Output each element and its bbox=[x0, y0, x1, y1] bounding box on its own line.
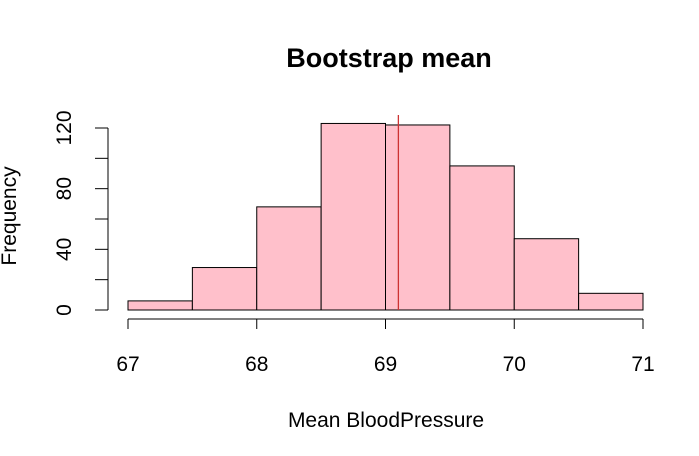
y-tick-label: 0 bbox=[53, 304, 76, 316]
x-tick-label: 70 bbox=[503, 353, 526, 376]
histogram-bar-6 bbox=[449, 165, 515, 311]
bars-group bbox=[127, 122, 644, 311]
x-tick-label: 69 bbox=[374, 353, 397, 376]
histogram-bar-2 bbox=[191, 267, 258, 311]
y-tick-label: 40 bbox=[53, 238, 76, 261]
y-axis: 0 40 80 120 bbox=[53, 110, 109, 316]
x-axis-label: Mean BloodPressure bbox=[288, 409, 484, 432]
y-axis-label: Frequency bbox=[0, 166, 21, 266]
histogram-bar-5 bbox=[385, 124, 451, 311]
y-tick-label: 120 bbox=[53, 110, 76, 145]
histogram-bar-3 bbox=[256, 206, 322, 311]
y-tick-label: 80 bbox=[53, 177, 76, 200]
histogram-bar-1 bbox=[127, 300, 193, 311]
x-axis: 67 68 69 70 71 bbox=[116, 318, 655, 376]
chart-title: Bootstrap mean bbox=[286, 43, 492, 73]
histogram-bar-8 bbox=[578, 292, 644, 311]
x-tick-label: 67 bbox=[116, 353, 139, 376]
x-tick-label: 71 bbox=[631, 353, 654, 376]
histogram-bar-7 bbox=[513, 238, 580, 311]
histogram-bar-4 bbox=[320, 122, 386, 311]
x-tick-label: 68 bbox=[245, 353, 268, 376]
